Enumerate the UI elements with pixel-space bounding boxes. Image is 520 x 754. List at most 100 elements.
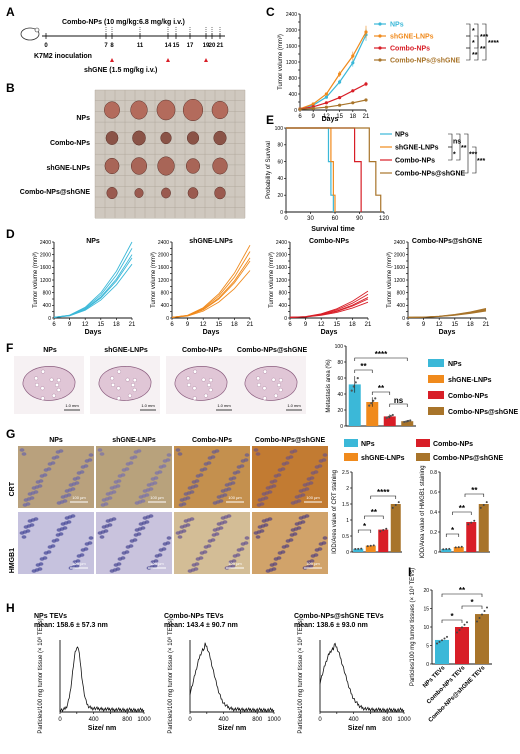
- g-cell-nucleus: [74, 481, 80, 485]
- d-ylabel: Tumor volume (mm³): [33, 252, 39, 308]
- x-tick-label: 21: [363, 114, 370, 120]
- e-legend-label: Combo-NPs: [395, 158, 435, 165]
- g-cell-nucleus: [166, 536, 172, 540]
- g-cell-nucleus: [198, 556, 204, 560]
- x-tick-label: 18: [349, 322, 356, 328]
- g-cell-nucleus: [244, 536, 250, 540]
- panel-label-g: G: [6, 427, 15, 441]
- i-data-point: [466, 621, 468, 624]
- c-sig-star: *: [472, 28, 475, 35]
- y-tick-label: 800: [279, 290, 288, 296]
- g-cell-nucleus: [322, 453, 328, 457]
- g-cell-nucleus: [280, 467, 286, 471]
- f-alveolus: [278, 378, 283, 383]
- h-size-distribution: [319, 642, 405, 713]
- g-cell-nucleus: [115, 484, 121, 488]
- h-mean: mean: 143.4 ± 90.7 nm: [164, 622, 238, 629]
- tumor-specimen: [213, 130, 227, 146]
- g-cell-nucleus: [296, 526, 302, 530]
- g-data-point: [470, 521, 473, 524]
- y-tick-label: 80: [337, 360, 343, 366]
- panel-e-survival: Probability of Survival Survival time 0 3…: [266, 126, 485, 233]
- i-bar: [455, 627, 469, 664]
- g-cell-nucleus: [120, 473, 126, 477]
- x-tick-label: 800: [252, 717, 263, 723]
- g-ylabel: IOD/Area value of CRT staining: [332, 470, 338, 554]
- g-legend-swatch: [416, 439, 430, 447]
- panel-b-tumor-photo: NPs Combo-NPs shGNE-LNPs Combo-NPs@shGNE: [20, 89, 246, 219]
- x-tick-label: 6: [288, 322, 292, 328]
- e-xlabel: Survival time: [311, 226, 355, 233]
- g-cell-nucleus: [259, 502, 265, 506]
- e-legend-label: Combo-NPs@shGNE: [395, 171, 466, 178]
- g-cell-nucleus: [253, 448, 259, 452]
- panel-label-d: D: [6, 227, 15, 241]
- g-cell-nucleus: [99, 535, 105, 539]
- g-bar: [365, 545, 376, 552]
- g-cell-nucleus: [88, 536, 94, 540]
- d-individual-curve: [171, 260, 251, 318]
- f-scale-label: 1.0 mm: [217, 403, 231, 408]
- g-cell-nucleus: [103, 502, 109, 506]
- c-legend-marker: [378, 46, 382, 50]
- g-cell-nucleus: [292, 449, 298, 453]
- g-cell-nucleus: [42, 473, 48, 477]
- g-sig-star: ****: [377, 488, 390, 497]
- g-crt-chart: 0 0.5 1 1.5 2 2.5 IOD/Area value of CRT staini…: [332, 470, 402, 556]
- g-cell-nucleus: [202, 467, 208, 471]
- g-cell-nucleus: [255, 452, 261, 456]
- g-cell-nucleus: [194, 562, 200, 566]
- f-alveolus: [201, 377, 206, 382]
- y-tick-label: 1200: [394, 278, 405, 284]
- y-tick-label: 400: [43, 303, 52, 309]
- e-legend-label: shGNE-LNPs: [395, 145, 439, 152]
- g-cell-nucleus: [116, 479, 122, 483]
- x-tick-label: 6: [170, 322, 174, 328]
- x-tick-label: 0: [58, 717, 62, 723]
- g-cell-nucleus: [239, 547, 245, 551]
- g-hmgb1-chart: 0 0.2 0.4 0.6 0.8 IOD/Area value of HMGB1 sta…: [420, 465, 490, 559]
- i-data-point: [461, 626, 463, 629]
- c-sig-star: ****: [488, 40, 499, 47]
- g-cell-nucleus: [88, 453, 94, 457]
- g-cell-nucleus: [276, 556, 282, 560]
- x-tick-label: 400: [219, 717, 230, 723]
- g-cell-nucleus: [128, 544, 134, 548]
- g-cell-nucleus: [116, 562, 122, 566]
- f-sig-star: **: [378, 384, 385, 393]
- y-tick-label: 1600: [40, 265, 51, 271]
- f-legend-swatch: [428, 407, 444, 415]
- g-cell-nucleus: [226, 487, 232, 491]
- x-tick-label: 0: [284, 216, 288, 222]
- d-individual-curve: [407, 308, 487, 318]
- x-tick-label: 9: [68, 322, 72, 328]
- g-cell-nucleus: [19, 448, 25, 452]
- y-tick-label: 100: [275, 126, 284, 132]
- g-cell-nucleus: [317, 464, 323, 468]
- g-legend-label: NPs: [361, 441, 375, 448]
- x-tick-label: 60: [332, 216, 339, 222]
- x-tick-label: 18: [113, 322, 120, 328]
- g-cell-nucleus: [46, 550, 52, 554]
- g-legend-label: shGNE-LNPs: [361, 455, 405, 462]
- x-tick-label: 12: [323, 114, 330, 120]
- g-cell-nucleus: [25, 529, 31, 533]
- g-cell-nucleus: [128, 461, 134, 465]
- g-cell-nucleus: [165, 541, 171, 545]
- y-tick-label: 400: [161, 303, 170, 309]
- g-cell-nucleus: [308, 564, 314, 568]
- c-sig-bracket: [466, 47, 471, 61]
- y-tick-label: 15: [423, 606, 429, 612]
- h-xlabel: Size/ nm: [88, 725, 116, 732]
- h-xlabel: Size/ nm: [348, 725, 376, 732]
- g-cell-nucleus: [111, 517, 117, 521]
- g-sig-bracket: [364, 515, 384, 519]
- shgne-arrow: [204, 58, 208, 62]
- d-individual-curve: [53, 248, 133, 318]
- d-individual-curve: [289, 290, 369, 318]
- d-xlabel: Days: [321, 329, 338, 336]
- g-sig-bracket: [370, 495, 397, 499]
- g-sig-bracket: [452, 511, 472, 515]
